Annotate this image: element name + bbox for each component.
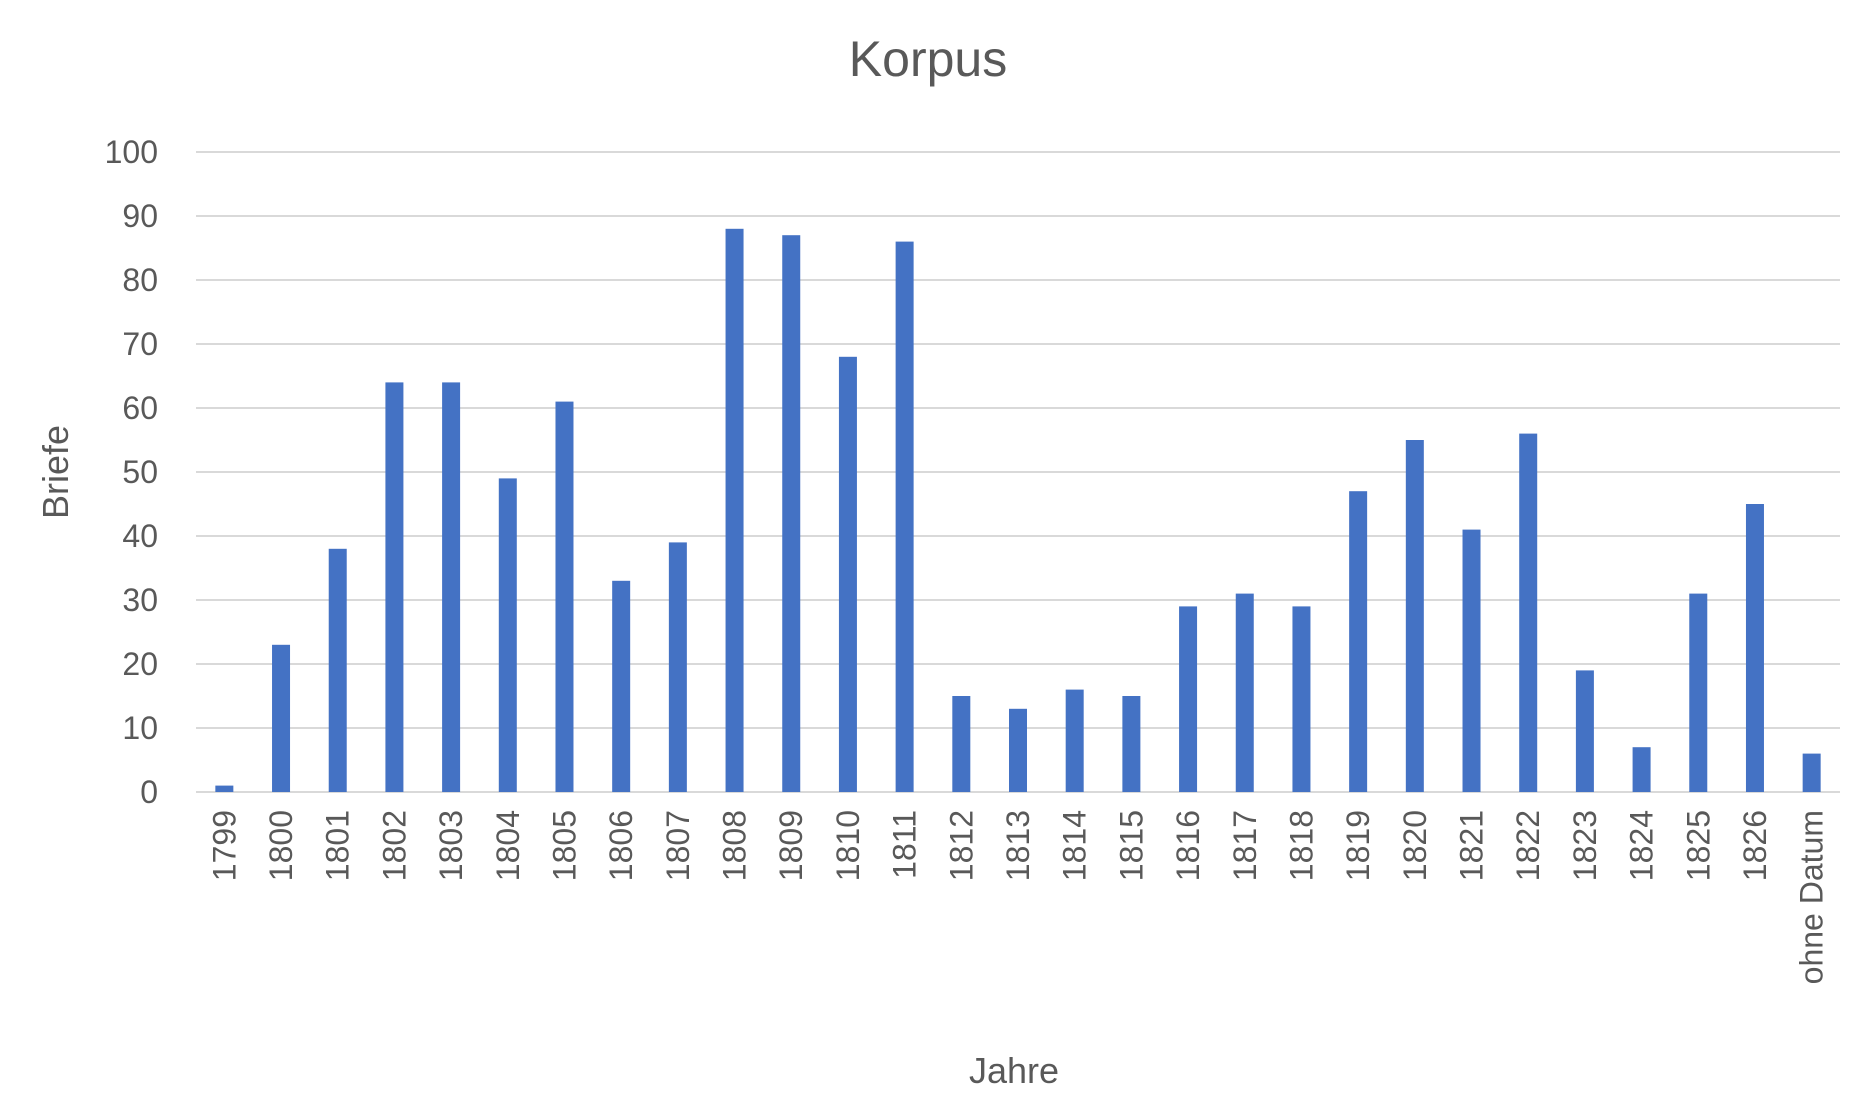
bar-1825 — [1689, 593, 1708, 792]
x-tick-label: 1803 — [433, 810, 469, 881]
x-tick-label: 1824 — [1624, 810, 1660, 881]
bar-1819 — [1349, 491, 1368, 792]
x-tick-label: 1817 — [1227, 810, 1263, 881]
y-tick-label: 70 — [122, 326, 158, 362]
bar-1804 — [498, 478, 517, 792]
bar-1806 — [612, 580, 631, 792]
x-tick-label: 1819 — [1340, 810, 1376, 881]
bar-1824 — [1632, 747, 1651, 792]
x-tick-label: 1800 — [263, 810, 299, 881]
bar-1803 — [442, 382, 461, 792]
bar-1801 — [328, 548, 347, 792]
bar-1805 — [555, 401, 574, 792]
gridlines — [196, 151, 1840, 793]
bar-1816 — [1179, 606, 1198, 792]
x-axis-tick-labels: 1799 1800 1801 1802 1803 1804 1805 1806 1807 1808… — [206, 810, 1829, 984]
bar-1808 — [725, 228, 744, 793]
y-tick-label: 90 — [122, 198, 158, 234]
y-tick-label: 60 — [122, 390, 158, 426]
x-tick-label: 1820 — [1397, 810, 1433, 881]
bar-1820 — [1405, 440, 1424, 792]
bar-1817 — [1235, 593, 1254, 792]
bar-1823 — [1575, 670, 1594, 792]
bar-1809 — [782, 235, 801, 792]
x-tick-label: ohne Datum — [1794, 810, 1830, 984]
bar-1799 — [215, 785, 234, 792]
x-tick-label: 1821 — [1454, 810, 1490, 881]
bar-1812 — [952, 696, 971, 792]
bar-1800 — [272, 644, 291, 792]
x-tick-label: 1804 — [490, 810, 526, 881]
x-tick-label: 1810 — [830, 810, 866, 881]
x-tick-label: 1811 — [887, 810, 923, 879]
x-tick-label: 1805 — [546, 810, 582, 881]
bar-1811 — [895, 241, 914, 793]
x-tick-label: 1814 — [1057, 810, 1093, 881]
bar-1826 — [1745, 504, 1764, 792]
x-tick-label: 1826 — [1737, 810, 1773, 881]
y-tick-label: 100 — [105, 134, 158, 170]
bar-1810 — [838, 356, 857, 792]
bar-1821 — [1462, 529, 1481, 792]
x-tick-label: 1809 — [773, 810, 809, 881]
bar-1807 — [668, 542, 687, 792]
y-axis-title: Briefe — [35, 425, 76, 519]
x-tick-label: 1808 — [717, 810, 753, 881]
bar-1822 — [1519, 433, 1538, 792]
x-tick-label: 1815 — [1113, 810, 1149, 881]
y-tick-label: 30 — [122, 582, 158, 618]
bar-1814 — [1065, 689, 1084, 792]
y-tick-label: 10 — [122, 710, 158, 746]
x-axis-title: Jahre — [969, 1050, 1059, 1091]
x-tick-label: 1825 — [1680, 810, 1716, 881]
x-tick-label: 1818 — [1283, 810, 1319, 881]
chart-title: Korpus — [849, 31, 1007, 87]
y-axis-tick-labels: 0 10 20 30 40 50 60 70 80 90 100 — [105, 134, 158, 810]
bar-ohne-Datum — [1802, 753, 1821, 792]
x-tick-label: 1822 — [1510, 810, 1546, 881]
x-tick-label: 1812 — [943, 810, 979, 881]
x-tick-label: 1799 — [206, 810, 242, 881]
bar-1802 — [385, 382, 404, 792]
bars — [215, 228, 1821, 793]
bar-1818 — [1292, 606, 1311, 792]
y-tick-label: 20 — [122, 646, 158, 682]
x-tick-label: 1813 — [1000, 810, 1036, 881]
x-tick-label: 1816 — [1170, 810, 1206, 881]
x-tick-label: 1801 — [320, 810, 356, 881]
y-tick-label: 80 — [122, 262, 158, 298]
bar-1815 — [1122, 696, 1141, 792]
x-tick-label: 1823 — [1567, 810, 1603, 881]
x-tick-label: 1807 — [660, 810, 696, 881]
y-tick-label: 40 — [122, 518, 158, 554]
x-tick-label: 1806 — [603, 810, 639, 881]
x-tick-label: 1802 — [376, 810, 412, 881]
y-tick-label: 0 — [140, 774, 158, 810]
y-tick-label: 50 — [122, 454, 158, 490]
bar-1813 — [1009, 708, 1027, 792]
